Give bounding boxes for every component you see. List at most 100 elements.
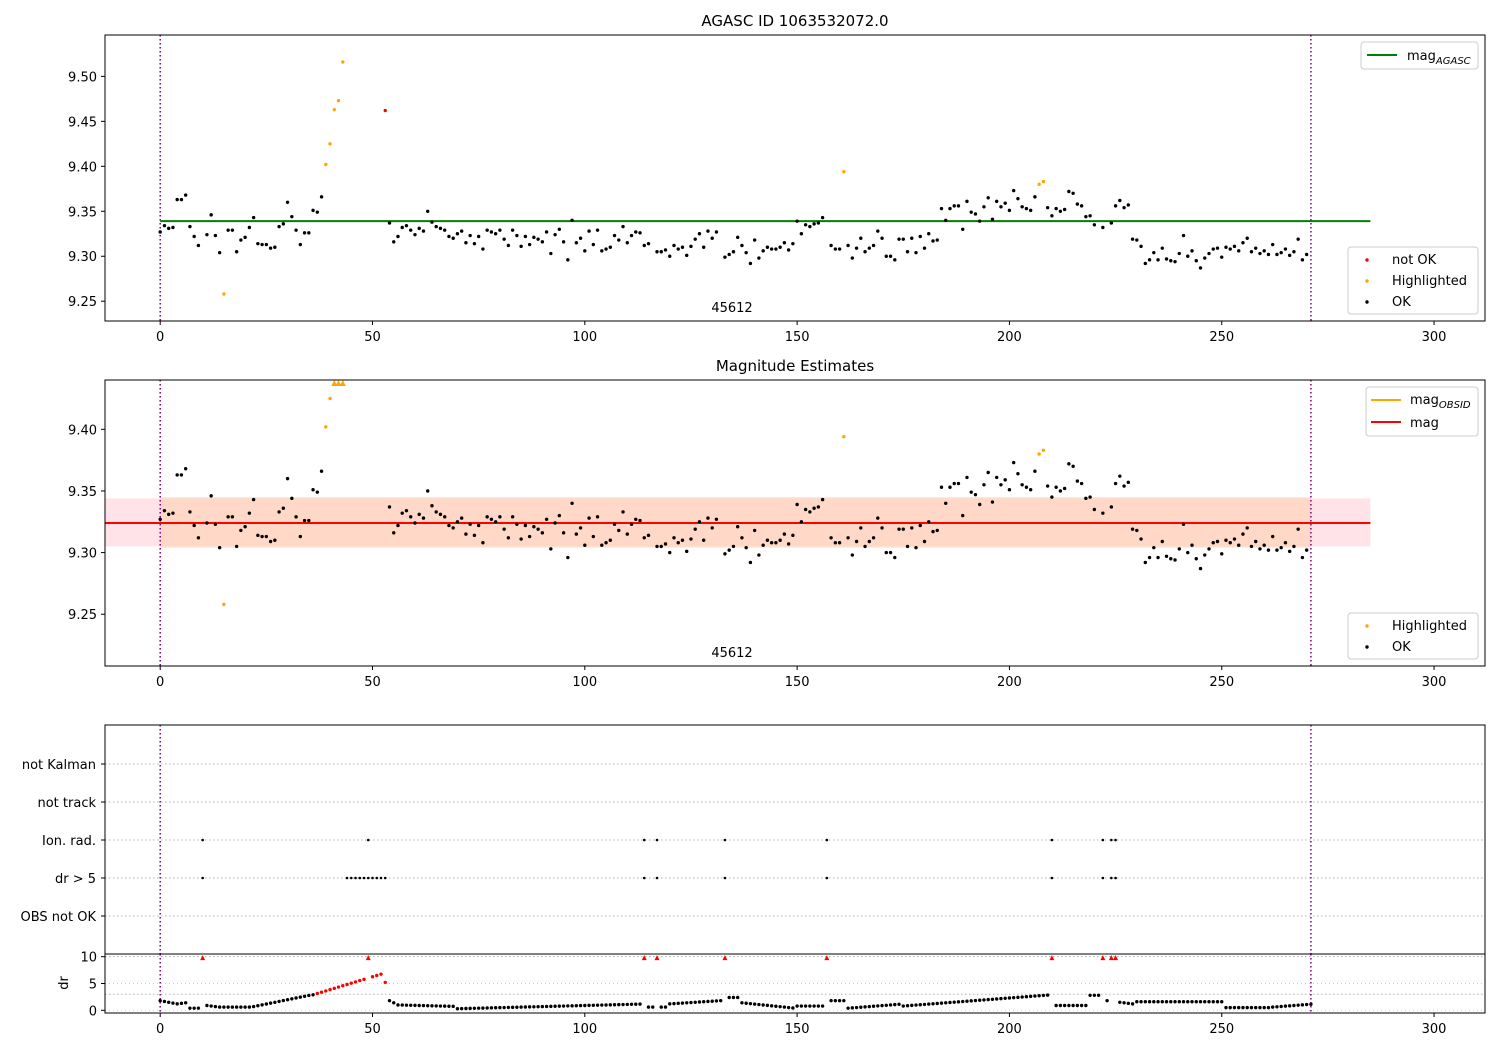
ok-point <box>1092 223 1097 227</box>
ok-point <box>1118 474 1122 478</box>
ok-point <box>846 536 850 540</box>
ok-point <box>1045 484 1050 488</box>
dr-point <box>192 1006 196 1010</box>
ok-point <box>859 526 863 530</box>
ok-point <box>1028 208 1033 213</box>
dr-point <box>438 1004 443 1008</box>
ok-point <box>1075 479 1080 483</box>
dr-point <box>1254 1005 1258 1010</box>
ok-point <box>1084 496 1088 501</box>
ok-point <box>905 544 910 549</box>
ok-point <box>1224 245 1228 249</box>
dr-point <box>1037 994 1041 998</box>
panel-magnitude-annotation: 45612 <box>711 646 752 661</box>
x-tick-label: 250 <box>1209 330 1234 345</box>
ok-point <box>459 516 464 520</box>
ok-point <box>591 534 596 539</box>
ok-point <box>1190 543 1194 547</box>
ok-point <box>192 523 196 528</box>
ok-point <box>196 243 201 248</box>
x-tick-label: 300 <box>1422 330 1447 345</box>
ok-point <box>918 234 922 239</box>
dr-point <box>859 1005 863 1009</box>
ok-point <box>655 250 659 254</box>
dr-point <box>583 1003 587 1008</box>
ok-point <box>820 215 825 220</box>
dr-point <box>332 986 336 991</box>
dr-point <box>1079 1003 1084 1008</box>
dr-point <box>217 1005 222 1009</box>
panel-flags-category-axis: OBS not OK dr > 5 Ion. rad. not track not Ka… <box>21 758 105 925</box>
panel-agasc: AGASC ID 1063532072.0 0 50 100 150 200 250 300… <box>68 12 1486 345</box>
legend-label-highlighted: Highlighted <box>1392 619 1467 634</box>
ok-point <box>999 483 1003 487</box>
dr-point <box>1054 1003 1058 1008</box>
ok-point <box>209 494 213 498</box>
panel-agasc-x-axis: 0 50 100 150 200 250 300 <box>156 321 1446 345</box>
ok-point <box>179 197 184 202</box>
ok-point <box>795 502 799 507</box>
ok-point <box>629 522 634 526</box>
dr-point <box>510 1005 515 1010</box>
dr-point <box>914 1003 918 1007</box>
legend-box <box>1347 246 1479 315</box>
ok-point <box>867 539 872 544</box>
dr-point <box>1173 1000 1177 1004</box>
ok-point <box>744 545 748 550</box>
dr-point <box>978 998 982 1002</box>
ok-point <box>752 238 757 242</box>
dr-point <box>158 998 162 1003</box>
dr-point <box>888 1003 893 1007</box>
flag-point <box>375 876 379 880</box>
ok-point <box>982 205 986 209</box>
dr-point <box>931 1002 935 1006</box>
dr-point <box>226 1005 230 1009</box>
dr-point <box>672 1001 676 1006</box>
ok-point <box>710 526 714 530</box>
ok-point <box>757 553 761 557</box>
dr-point <box>256 1004 260 1008</box>
ok-point <box>294 515 298 519</box>
ok-point <box>1215 539 1220 544</box>
ok-point <box>553 232 557 237</box>
ok-point <box>871 243 876 248</box>
x-tick-label: 200 <box>997 330 1022 345</box>
ok-point <box>451 526 455 530</box>
ok-point <box>1011 188 1016 193</box>
ok-point <box>663 248 668 252</box>
ok-point <box>1016 471 1020 476</box>
panel-agasc-annotation: 45612 <box>711 301 752 316</box>
ok-point <box>604 541 608 545</box>
dr-point <box>871 1004 876 1008</box>
dr-point <box>1062 1003 1067 1008</box>
ok-point <box>697 520 702 524</box>
x-tick-label: 250 <box>1209 1022 1234 1037</box>
panel-flags-frame <box>104 724 1486 1014</box>
ok-point <box>273 538 277 542</box>
ok-point <box>294 228 298 232</box>
legend-marker-ok <box>1365 645 1369 649</box>
ok-point <box>697 232 702 236</box>
ok-point <box>523 234 528 239</box>
ok-point <box>812 222 816 226</box>
ok-point <box>1292 544 1296 549</box>
ok-point <box>1203 256 1207 260</box>
ok-point <box>765 538 770 542</box>
dr-clipped-marker <box>200 955 206 961</box>
ok-point <box>502 237 506 241</box>
ok-point <box>1122 484 1126 488</box>
ok-point <box>752 528 757 533</box>
dr-point <box>570 1004 574 1008</box>
ok-point <box>1275 252 1279 257</box>
dr-point <box>1211 1000 1215 1004</box>
ok-point <box>1062 486 1067 491</box>
dr-point <box>1241 1005 1245 1010</box>
ok-point <box>532 235 536 240</box>
ok-point <box>239 238 243 242</box>
ok-point <box>1173 558 1177 562</box>
ok-point <box>1304 548 1309 552</box>
dr-point <box>659 1005 663 1009</box>
ok-point <box>680 538 685 542</box>
dr-point <box>1270 1005 1275 1009</box>
dr-point <box>846 1006 850 1010</box>
